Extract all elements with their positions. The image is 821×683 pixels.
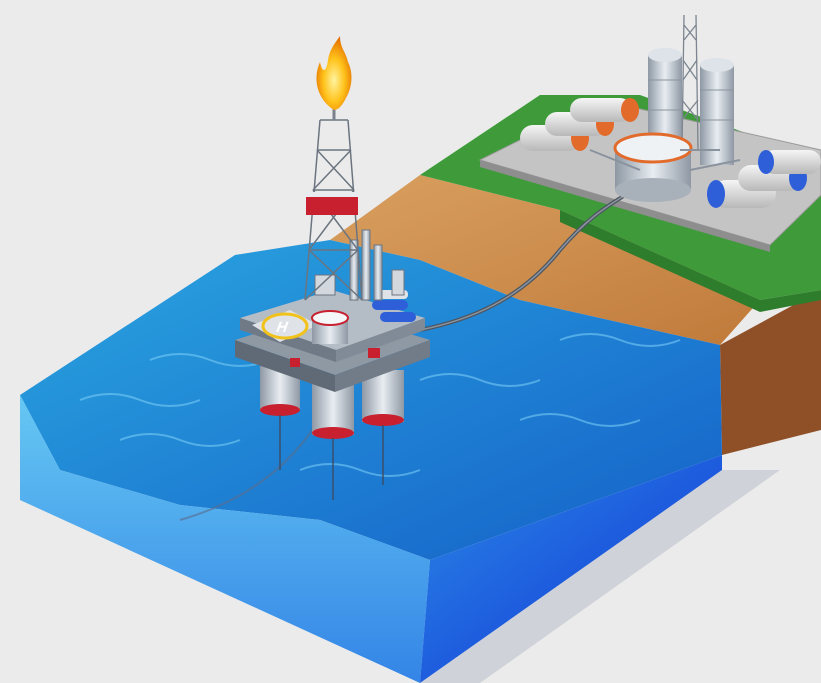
onshore-refinery-icon[interactable] xyxy=(520,14,821,208)
orange-tanks xyxy=(520,98,639,151)
refinery-round-tank xyxy=(613,132,693,202)
blue-tanks xyxy=(707,150,821,208)
refinery-tower xyxy=(681,14,699,151)
offshore-oil-rig-icon[interactable]: H xyxy=(235,36,430,500)
helipad-icon: H xyxy=(252,310,318,342)
grass-edge xyxy=(560,210,821,312)
refinery-pipes xyxy=(589,149,741,171)
rig-blue-tanks xyxy=(372,290,416,322)
refinery-pad-edge xyxy=(480,160,770,252)
soil-side-face xyxy=(720,290,821,455)
rig-storage-tank xyxy=(311,310,349,344)
water-shadow xyxy=(420,470,780,683)
water-side-left xyxy=(20,395,430,683)
water-ripples xyxy=(79,333,681,477)
rig-equipment xyxy=(314,229,405,301)
soil-top xyxy=(330,175,760,345)
water-side-right xyxy=(420,455,722,683)
gas-flare-icon xyxy=(316,36,352,110)
rig-derrick-band xyxy=(306,195,358,215)
